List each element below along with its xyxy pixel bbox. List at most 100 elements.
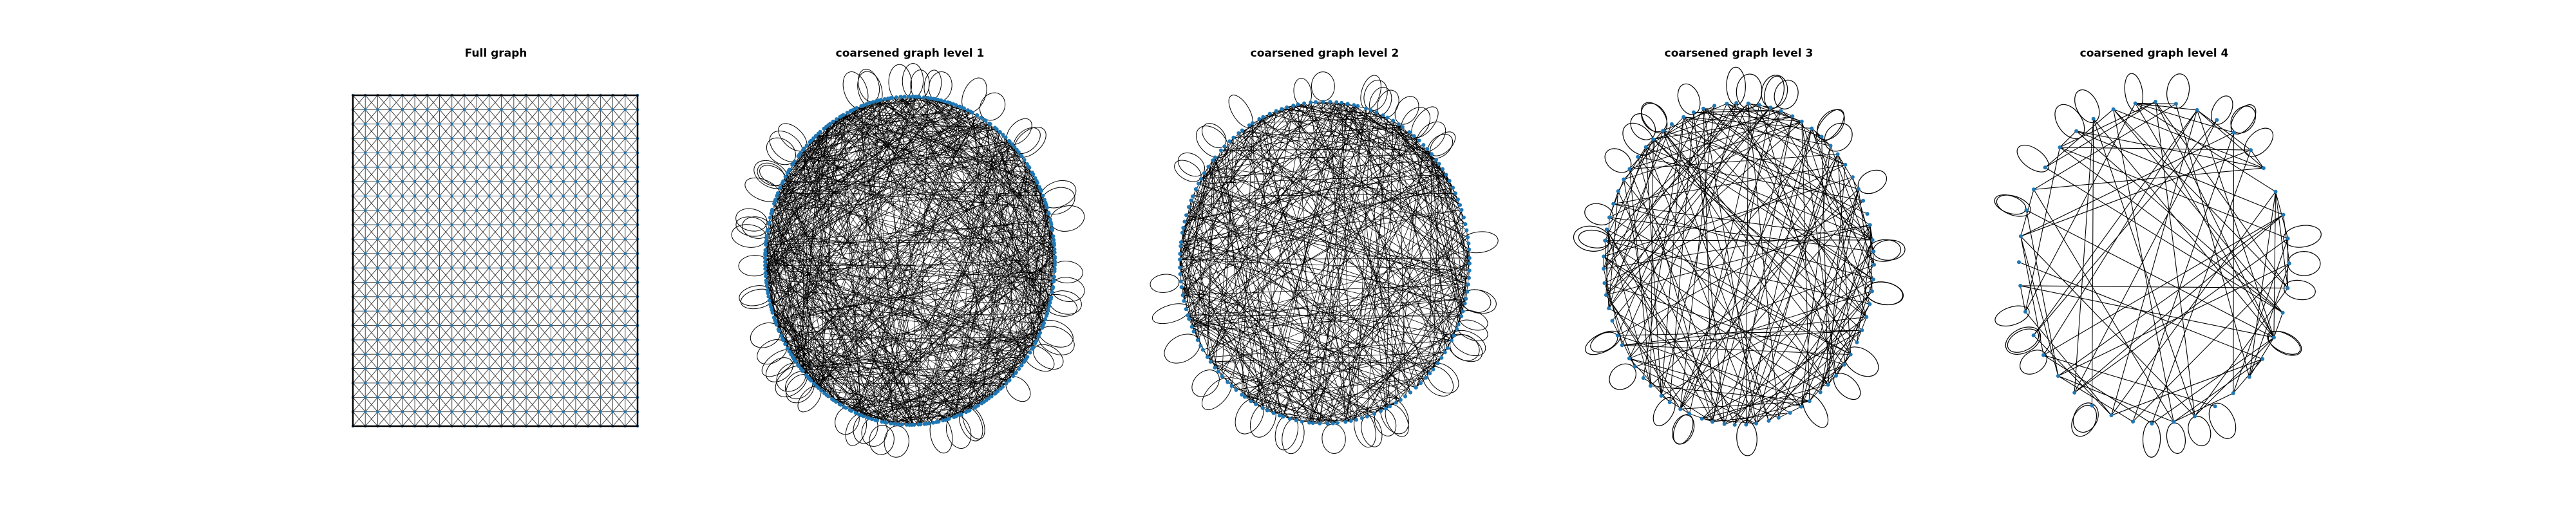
graph-node [401,281,404,284]
graph-node [438,194,441,198]
graph-node [992,391,997,396]
graph-node [450,266,453,270]
graph-node [401,310,404,313]
graph-node [413,209,417,212]
graph-node [611,238,614,241]
graph-node [1050,290,1054,294]
graph-node [1257,117,1262,121]
graph-node [623,209,627,212]
graph-node [1400,125,1405,129]
graph-node [549,165,553,169]
panel-full-graph: Full graph [351,47,639,428]
graph-node [500,353,503,356]
graph-node [1229,384,1234,388]
graph-node [1643,145,1648,149]
graph-node [512,252,516,256]
graph-node [763,267,768,271]
graph-node [537,180,540,183]
graph-node [1633,364,1637,369]
graph-node [623,367,627,370]
graph-node [1281,415,1285,419]
graph-node [941,418,945,423]
graph-node [907,95,911,99]
graph-node [882,97,887,101]
graph-node [413,165,417,169]
graph-node [450,310,453,313]
graph-node [1311,421,1315,426]
graph-node [462,165,466,169]
graph-node [537,223,540,227]
graph-node [549,252,553,256]
panel-title: coarsened graph level 2 [1251,47,1399,60]
graph-node [1179,240,1183,245]
graph-node [775,191,780,195]
graph-node [902,95,907,99]
graph-node [936,97,940,102]
graph-node [488,367,491,370]
graph-node [841,113,846,117]
graph-node [562,338,565,342]
graph-node [364,381,367,385]
graph-node [401,367,404,370]
grid-edges [352,95,638,427]
graph-node [1622,177,1626,182]
graph-node [1004,381,1009,386]
graph-node [488,209,491,212]
graph-node [500,238,503,241]
graph-node [1181,226,1186,230]
graph-node [413,367,417,370]
graph-node [574,252,578,256]
graph-node [376,295,379,299]
graph-node [512,367,516,370]
graph-node [500,410,503,413]
graph-node [1464,228,1469,232]
nodes [1178,100,1472,426]
graph-node [562,295,565,299]
graph-node [1352,103,1356,108]
graph-node [1291,103,1296,108]
graph-node [450,209,453,212]
graph-node [1659,393,1663,398]
graph-node [1842,362,1846,367]
graph-node [574,136,578,140]
graph-node [2172,420,2176,424]
graph-node [1179,285,1184,290]
graph-node [1691,110,1696,115]
graph-node [562,194,565,198]
graph-node [907,422,912,427]
graph-node [767,298,772,303]
graph-node [586,223,590,227]
graph-node [1197,182,1201,186]
graph-node [500,338,503,342]
graph-node [388,209,392,212]
self-loop [2287,251,2321,276]
graph-node [1318,421,1322,426]
graph-node [880,420,884,424]
graph-node [549,223,553,227]
graph-node [1325,421,1330,426]
graph-node [562,252,565,256]
graph-node [1052,263,1057,267]
graph-node [890,95,895,100]
graph-node [1019,363,1024,368]
graph-node [438,209,441,212]
graph-node [599,281,602,284]
graph-node [922,95,926,100]
graph-node [1179,244,1183,248]
graph-node [549,396,553,399]
graph-node [1218,148,1223,153]
graph-node [549,209,553,212]
graph-node [1712,104,1717,108]
graph-node [586,281,590,284]
graph-node [763,256,768,261]
graph-node [413,223,417,227]
graph-node [934,420,938,424]
graph-node [512,396,516,399]
graph-node [998,386,1003,391]
graph-node [864,102,869,106]
graph-node [1439,355,1444,360]
graph-node [401,194,404,198]
graph-node [475,209,478,212]
graph-node [2287,261,2291,266]
graph-node [512,324,516,327]
